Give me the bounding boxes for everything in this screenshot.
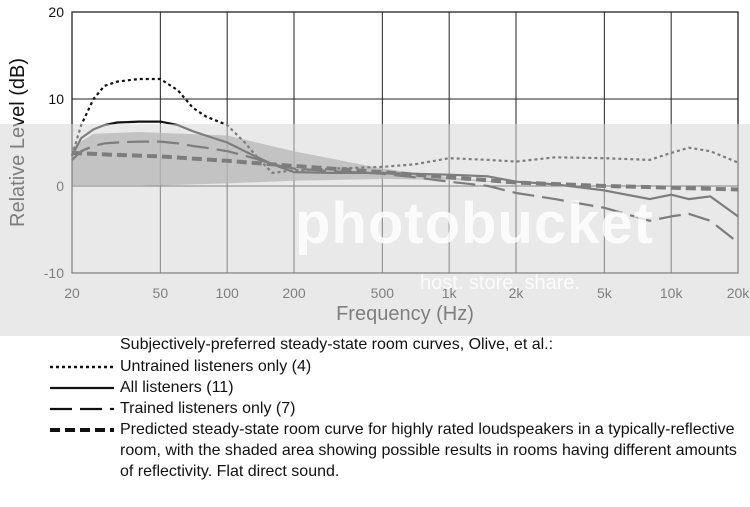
legend-item-trained: Trained listeners only (7) [48,398,748,419]
x-axis-title: Frequency (Hz) [336,303,474,325]
legend: Subjectively-preferred steady-state room… [48,334,748,482]
x-tick-label: 2k [509,285,525,301]
legend-item-predicted: Predicted steady-state room curve for hi… [48,419,748,482]
legend-item-all: All listeners (11) [48,377,748,398]
x-tick-label: 20 [64,285,80,301]
y-tick-labels: -10 0 10 20 [44,4,64,281]
x-tick-label: 50 [153,285,169,301]
legend-swatch-solid [50,386,114,390]
y-tick-label: -10 [44,265,64,281]
y-axis-title: Relative Level (dB) [7,58,29,227]
y-tick-label: 10 [48,91,64,107]
legend-swatch-dotted [50,365,114,369]
x-tick-label: 200 [282,285,306,301]
x-tick-label: 1k [442,285,458,301]
legend-label: All listeners (11) [120,379,234,396]
legend-label: Trained listeners only (7) [120,400,296,417]
x-tick-label: 5k [597,285,613,301]
y-tick-label: 20 [48,4,64,20]
legend-label: Predicted steady-state room curve for hi… [120,421,737,480]
legend-swatch-long-dash [50,407,114,411]
x-tick-label: 20k [727,285,750,301]
legend-header: Subjectively-preferred steady-state room… [120,336,554,353]
x-tick-label: 500 [371,285,395,301]
x-tick-label: 10k [660,285,684,301]
x-tick-label: 100 [215,285,239,301]
y-tick-label: 0 [56,178,64,194]
legend-label: Untrained listeners only (4) [120,358,312,375]
legend-swatch-heavy-dash [50,428,114,432]
legend-item-untrained: Untrained listeners only (4) [48,356,748,377]
x-tick-labels: 20 50 100 200 500 1k 2k 5k 10k 20k [64,285,750,301]
